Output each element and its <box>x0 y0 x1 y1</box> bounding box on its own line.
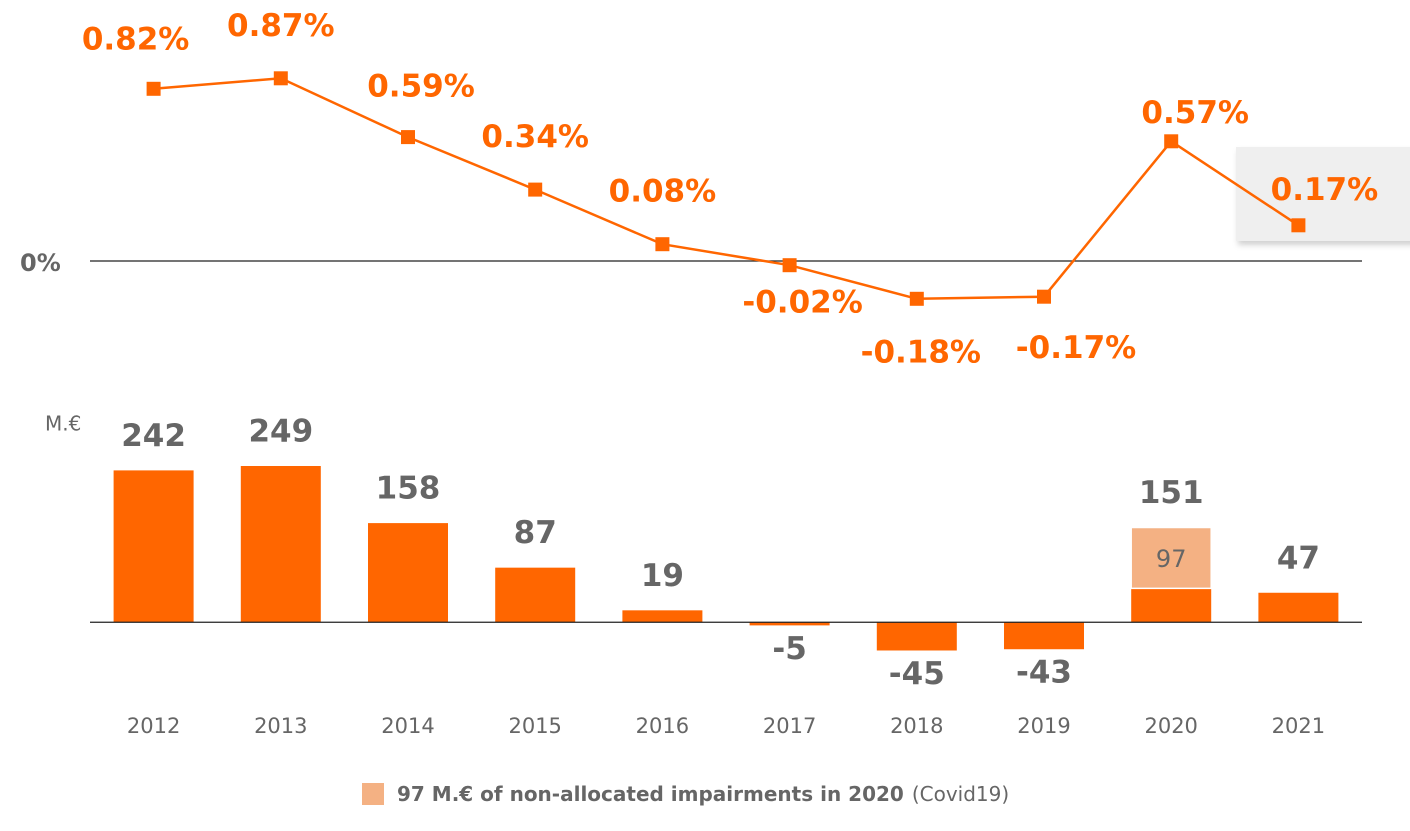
marker <box>655 237 670 252</box>
x-tick-label: 2019 <box>1017 714 1070 738</box>
bar <box>1130 526 1212 590</box>
data-label: 0.59% <box>367 69 475 105</box>
marker <box>1037 289 1051 304</box>
x-tick-label: 2017 <box>763 714 816 738</box>
legend: 97 M.€ of non-allocated impairments in 2… <box>397 782 1009 806</box>
x-tick-label: 2016 <box>636 714 689 738</box>
y-tick-label: 0% <box>20 249 61 277</box>
x-tick-label: 2014 <box>381 714 434 738</box>
x-tick-label: 2015 <box>508 714 561 738</box>
data-label: -0.17% <box>1016 330 1136 366</box>
data-label: 87 <box>514 515 557 551</box>
marker <box>401 130 415 145</box>
bar <box>240 466 321 623</box>
marker <box>1291 218 1306 233</box>
marker <box>909 291 924 306</box>
data-label: 47 <box>1277 540 1320 576</box>
legend-swatch <box>362 783 384 805</box>
data-label: 19 <box>641 558 684 594</box>
data-label: 0.57% <box>1141 95 1249 131</box>
bar <box>113 470 194 623</box>
line <box>153 77 1300 301</box>
bar <box>1258 592 1339 623</box>
marker <box>528 182 543 197</box>
marker <box>146 81 161 96</box>
bar <box>495 567 576 623</box>
data-label: -0.02% <box>742 285 862 321</box>
x-tick-label: 2013 <box>254 714 307 738</box>
legend-note: (Covid19) <box>912 782 1009 806</box>
highlight-box <box>1236 147 1410 241</box>
x-tick-label: 2012 <box>127 714 180 738</box>
data-label: -45 <box>889 656 945 692</box>
marker <box>782 258 797 273</box>
data-label: 0.08% <box>609 174 717 210</box>
x-tick-label: 2021 <box>1272 714 1325 738</box>
data-label: 0.87% <box>227 8 335 44</box>
data-label: 0.82% <box>82 21 190 57</box>
x-tick-label: 2018 <box>890 714 943 738</box>
data-label: 158 <box>376 471 441 507</box>
segment-label: 97 <box>1156 545 1187 573</box>
x-tick-label: 2020 <box>1144 714 1197 738</box>
legend-label: 97 M.€ of non-allocated impairments in 2… <box>397 782 904 806</box>
data-label: -43 <box>1016 655 1072 691</box>
data-label: 0.34% <box>481 119 589 155</box>
unit-label: M.€ <box>45 412 81 436</box>
bar <box>1004 622 1084 650</box>
data-label: -0.18% <box>861 334 981 370</box>
bar <box>749 622 830 626</box>
bar <box>1131 588 1212 623</box>
marker <box>1164 134 1179 149</box>
bar <box>876 622 957 651</box>
data-label: 151 <box>1139 475 1204 511</box>
data-label: 242 <box>121 418 186 454</box>
data-label: 249 <box>248 414 313 450</box>
data-label: -5 <box>772 631 806 667</box>
bar <box>368 523 448 623</box>
bar <box>622 610 703 623</box>
marker <box>273 71 288 86</box>
data-label: 0.17% <box>1271 172 1379 208</box>
